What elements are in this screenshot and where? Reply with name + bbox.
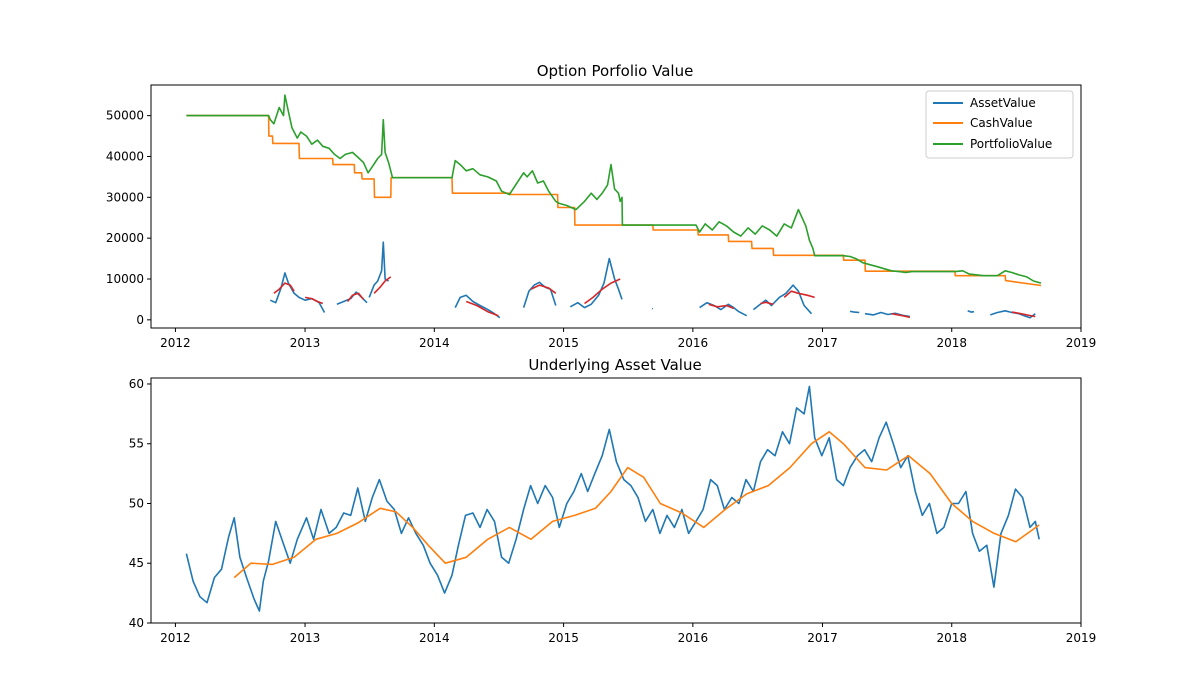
y-tick-label: 60: [129, 377, 144, 391]
series-line-portfoliovalue: [186, 94, 1042, 284]
series-line-assetvalue: [269, 272, 326, 313]
x-tick-label: 2019: [1066, 631, 1097, 645]
series-line-series-3: [891, 312, 911, 319]
legend-label-asset: AssetValue: [970, 96, 1036, 110]
series-line-assetvalue: [368, 241, 389, 298]
y-tick-label: 45: [129, 556, 144, 570]
y-tick-label: 40000: [106, 149, 144, 163]
series-line-series-3: [346, 292, 365, 302]
x-axis: 2012 2013 2014 2015 2016 2017 2018 2019: [160, 328, 1096, 350]
x-tick-label: 2015: [548, 631, 579, 645]
y-tick-label: 20000: [106, 231, 144, 245]
x-tick-label: 2016: [678, 336, 709, 350]
series-line-assetvalue: [752, 284, 813, 315]
y-tick-label: 50: [129, 496, 144, 510]
legend-box: [925, 90, 1074, 159]
chart-title: Option Porfolio Value: [537, 62, 694, 80]
y-tick-label: 40: [129, 616, 144, 630]
x-axis: 2012 2013 2014 2015 2016 2017 2018 2019: [160, 623, 1096, 645]
legend: AssetValue CashValue PortfolioValue: [925, 90, 1074, 159]
chart-title: Underlying Asset Value: [528, 356, 701, 374]
x-tick-label: 2014: [419, 336, 450, 350]
series-line-series-3: [1011, 311, 1036, 318]
x-tick-label: 2012: [160, 336, 191, 350]
legend-label-portfolio: PortfolioValue: [970, 137, 1052, 151]
x-tick-label: 2013: [290, 631, 321, 645]
series-line-assetvalue: [522, 281, 557, 308]
series-line-series-3: [373, 276, 392, 294]
y-axis: 40 45 50 55 60: [129, 377, 151, 630]
series-line-series-3: [760, 301, 774, 306]
x-tick-label: 2018: [936, 336, 967, 350]
underlying-asset-chart: Underlying Asset Value 2012 2013 2014 2015 2…: [129, 356, 1097, 645]
y-axis: 0 10000 20000 30000 40000 50000: [106, 109, 151, 327]
series-line-series-3: [783, 290, 815, 299]
series-line-assetvalue: [849, 310, 860, 314]
series-line-series-3: [708, 303, 734, 310]
series-line-series-1: [233, 430, 1040, 579]
series-line-assetvalue: [699, 301, 748, 317]
plot-frame: [150, 377, 1082, 624]
series-line-assetvalue: [967, 310, 975, 313]
x-tick-label: 2015: [548, 336, 579, 350]
x-tick-label: 2014: [419, 631, 450, 645]
series-line-assetvalue: [569, 257, 623, 309]
y-tick-label: 55: [129, 437, 144, 451]
y-tick-label: 30000: [106, 190, 144, 204]
x-tick-label: 2019: [1066, 336, 1097, 350]
x-tick-label: 2016: [678, 631, 709, 645]
series-line-series-3: [530, 284, 557, 294]
plot-frame: [150, 84, 1082, 329]
y-tick-label: 0: [136, 313, 144, 327]
x-tick-label: 2017: [807, 631, 838, 645]
series-line-series-3: [304, 296, 324, 305]
option-portfolio-chart: Option Porfolio Value 2012 2013 2014 2015 20…: [106, 62, 1096, 350]
x-tick-label: 2012: [160, 631, 191, 645]
x-tick-label: 2017: [807, 336, 838, 350]
legend-label-cash: CashValue: [970, 116, 1033, 130]
series-line-series-0: [185, 385, 1040, 612]
series-line-cashvalue: [186, 114, 1042, 287]
series-line-series-3: [584, 278, 621, 305]
y-tick-label: 10000: [106, 272, 144, 286]
x-tick-label: 2013: [290, 336, 321, 350]
x-tick-label: 2018: [936, 631, 967, 645]
series-line-series-3: [465, 300, 499, 317]
y-tick-label: 50000: [106, 109, 144, 123]
series-line-series-3: [273, 282, 295, 294]
